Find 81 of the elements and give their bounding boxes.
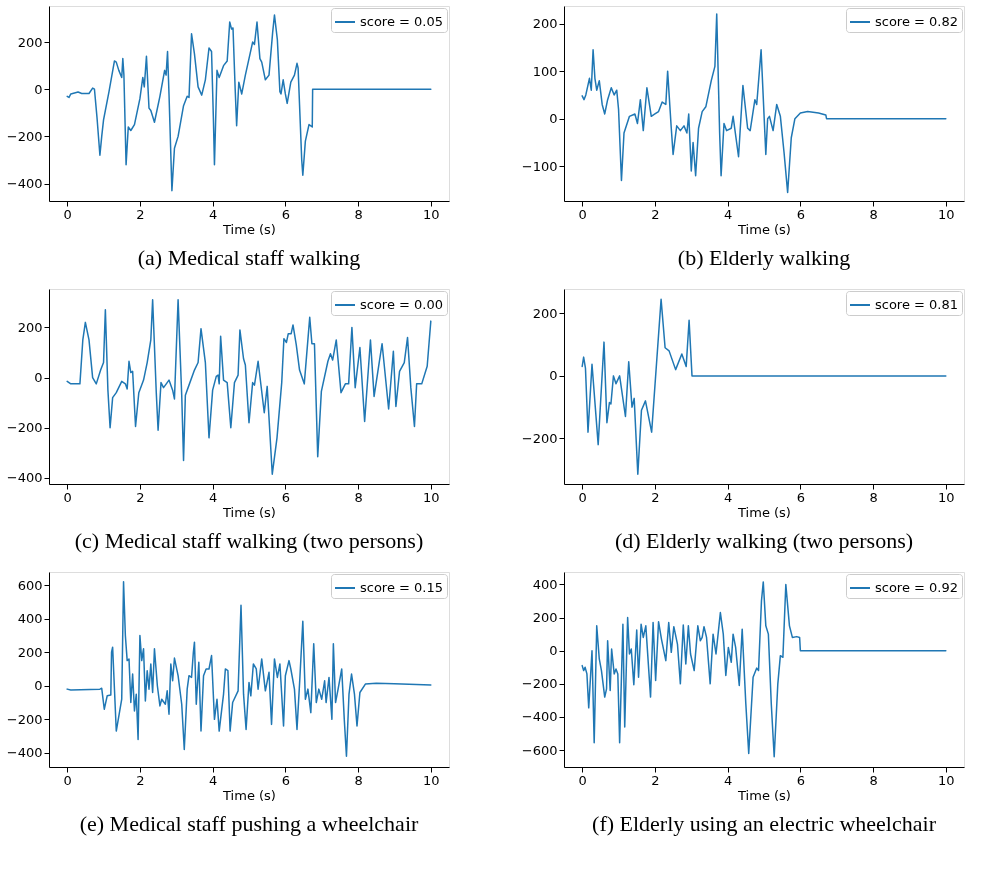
y-tick-label: 0 xyxy=(549,111,558,127)
x-tick-label: 0 xyxy=(63,772,72,788)
x-tick-label: 0 xyxy=(578,489,587,505)
x-tick-label: 0 xyxy=(578,206,587,222)
x-tick-label: 2 xyxy=(136,772,145,788)
y-tick-label: 400 xyxy=(532,576,558,592)
x-tick-label: 6 xyxy=(796,772,805,788)
legend-label: score = 0.92 xyxy=(875,580,959,595)
y-tick-label: −400 xyxy=(6,745,43,761)
legend-label: score = 0.00 xyxy=(360,297,444,312)
x-tick-label: 2 xyxy=(651,489,660,505)
x-tick-label: 0 xyxy=(63,489,72,505)
y-tick-label: 0 xyxy=(549,368,558,384)
legend-label: score = 0.81 xyxy=(875,297,959,312)
y-tick-label: 0 xyxy=(34,678,43,694)
x-axis-title: Time (s) xyxy=(737,504,791,520)
x-tick-label: 4 xyxy=(209,772,218,788)
text: (d) Elderly walking (two persons) xyxy=(614,528,914,553)
x-tick-label: 2 xyxy=(651,206,660,222)
x-tick-label: 4 xyxy=(209,206,218,222)
y-tick-label: 0 xyxy=(34,370,43,386)
x-tick-label: 6 xyxy=(281,206,290,222)
y-tick-label: −400 xyxy=(6,470,43,486)
x-tick-label: 10 xyxy=(423,206,440,222)
x-tick-label: 8 xyxy=(354,206,363,222)
x-tick-label: 4 xyxy=(724,206,733,222)
text: (a) Medical staff walking xyxy=(137,245,361,270)
x-tick-label: 8 xyxy=(869,772,878,788)
x-tick-label: 2 xyxy=(136,206,145,222)
y-tick-label: −200 xyxy=(521,430,558,446)
y-tick-label: 100 xyxy=(532,63,558,79)
text: (e) Medical staff pushing a wheelchair xyxy=(79,811,419,836)
y-tick-label: −200 xyxy=(6,711,43,727)
x-tick-label: 4 xyxy=(724,489,733,505)
y-tick-label: 200 xyxy=(532,305,558,321)
legend-label: score = 0.15 xyxy=(360,580,444,595)
legend-label: score = 0.05 xyxy=(360,14,444,29)
x-axis-title: Time (s) xyxy=(222,787,276,803)
legend-label: score = 0.82 xyxy=(875,14,959,29)
y-tick-label: −200 xyxy=(6,128,43,144)
y-tick-label: 0 xyxy=(549,643,558,659)
y-tick-label: 200 xyxy=(17,34,43,50)
y-tick-label: −100 xyxy=(521,158,558,174)
x-axis-title: Time (s) xyxy=(222,504,276,520)
x-tick-label: 10 xyxy=(423,772,440,788)
x-tick-label: 8 xyxy=(869,206,878,222)
y-tick-label: 200 xyxy=(532,610,558,626)
y-tick-label: 600 xyxy=(17,577,43,593)
x-tick-label: 2 xyxy=(651,772,660,788)
y-tick-label: 200 xyxy=(17,644,43,660)
text: (f) Elderly using an electric wheelchair xyxy=(592,811,937,836)
x-tick-label: 6 xyxy=(796,206,805,222)
y-tick-label: −200 xyxy=(521,676,558,692)
x-axis-title: Time (s) xyxy=(222,221,276,237)
x-tick-label: 6 xyxy=(796,489,805,505)
y-tick-label: 400 xyxy=(17,611,43,627)
y-tick-label: −200 xyxy=(6,420,43,436)
x-tick-label: 6 xyxy=(281,489,290,505)
text: (c) Medical staff walking (two persons) xyxy=(74,528,424,553)
x-tick-label: 6 xyxy=(281,772,290,788)
x-tick-label: 4 xyxy=(209,489,218,505)
y-tick-label: −400 xyxy=(521,709,558,725)
x-tick-label: 4 xyxy=(724,772,733,788)
y-tick-label: 200 xyxy=(532,16,558,32)
x-axis-title: Time (s) xyxy=(737,787,791,803)
y-tick-label: 0 xyxy=(34,81,43,97)
x-tick-label: 10 xyxy=(423,489,440,505)
x-tick-label: 2 xyxy=(136,489,145,505)
y-tick-label: −600 xyxy=(521,742,558,758)
x-tick-label: 8 xyxy=(869,489,878,505)
x-tick-label: 8 xyxy=(354,489,363,505)
x-tick-label: 10 xyxy=(938,772,955,788)
x-tick-label: 10 xyxy=(938,489,955,505)
x-tick-label: 0 xyxy=(578,772,587,788)
x-tick-label: 0 xyxy=(63,206,72,222)
x-tick-label: 10 xyxy=(938,206,955,222)
y-tick-label: −400 xyxy=(6,176,43,192)
x-tick-label: 8 xyxy=(354,772,363,788)
x-axis-title: Time (s) xyxy=(737,221,791,237)
y-tick-label: 200 xyxy=(17,319,43,335)
text: (b) Elderly walking xyxy=(677,245,851,270)
